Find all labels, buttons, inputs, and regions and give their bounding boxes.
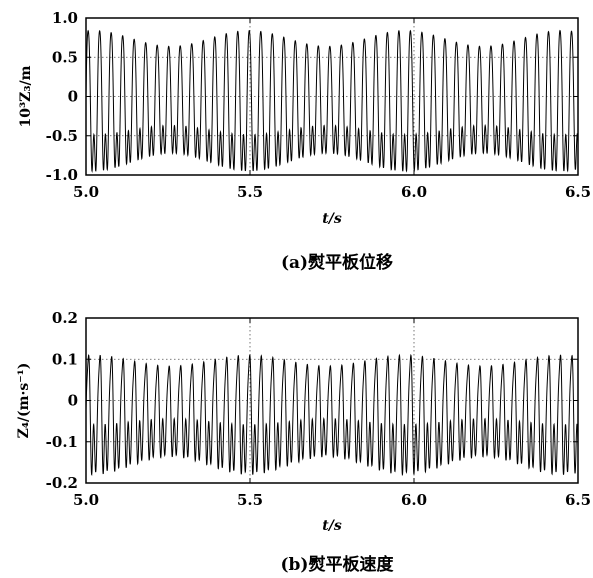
x-tick-label: 5.5	[237, 183, 263, 201]
x-tick-label: 6.0	[401, 183, 427, 201]
y-tick-label: 0	[68, 392, 78, 410]
grid-b	[86, 318, 578, 483]
ticks-b: 5.0 5.5 6.0 6.5 -0.2 -0.1 0 0.1 0.2	[46, 309, 591, 509]
y-tick-label: 0	[68, 88, 78, 106]
y-axis-label-a: 10³Z₃/m	[18, 65, 34, 127]
y-tick-label: 0.2	[52, 309, 78, 327]
x-tick-label: 5.0	[73, 183, 99, 201]
x-axis-label-b: t/s	[322, 518, 342, 534]
series-line-a	[85, 29, 579, 173]
caption-b: (b)熨平板速度	[281, 554, 395, 575]
x-tick-label: 6.0	[401, 491, 427, 509]
x-tick-label: 6.5	[565, 183, 591, 201]
y-tick-label: -1.0	[46, 166, 78, 184]
y-tick-label: 1.0	[52, 9, 78, 27]
series-line-b	[85, 353, 579, 477]
y-tick-label: 0.5	[52, 48, 78, 66]
y-tick-label: 0.1	[52, 350, 78, 368]
panel-b-velocity-chart: 5.0 5.5 6.0 6.5 -0.2 -0.1 0 0.1 0.2 Z₄/(m·s⁻¹) t…	[16, 309, 591, 575]
caption-a: (a)熨平板位移	[281, 252, 393, 273]
y-tick-label: -0.5	[46, 127, 78, 145]
x-tick-label: 6.5	[565, 491, 591, 509]
x-tick-label: 5.0	[73, 491, 99, 509]
ticks-a: 5.0 5.5 6.0 6.5 -1.0 -0.5 0 0.5 1.0	[46, 9, 591, 201]
x-axis-label-a: t/s	[322, 211, 342, 227]
y-axis-label-b: Z₄/(m·s⁻¹)	[16, 363, 32, 439]
y-tick-label: -0.2	[46, 474, 78, 492]
y-tick-label: -0.1	[46, 433, 78, 451]
panel-a-displacement-chart: 5.0 5.5 6.0 6.5-1.0-0.500.51.0 10³Z₃/m t/s …	[18, 9, 591, 273]
x-tick-label: 5.5	[237, 491, 263, 509]
